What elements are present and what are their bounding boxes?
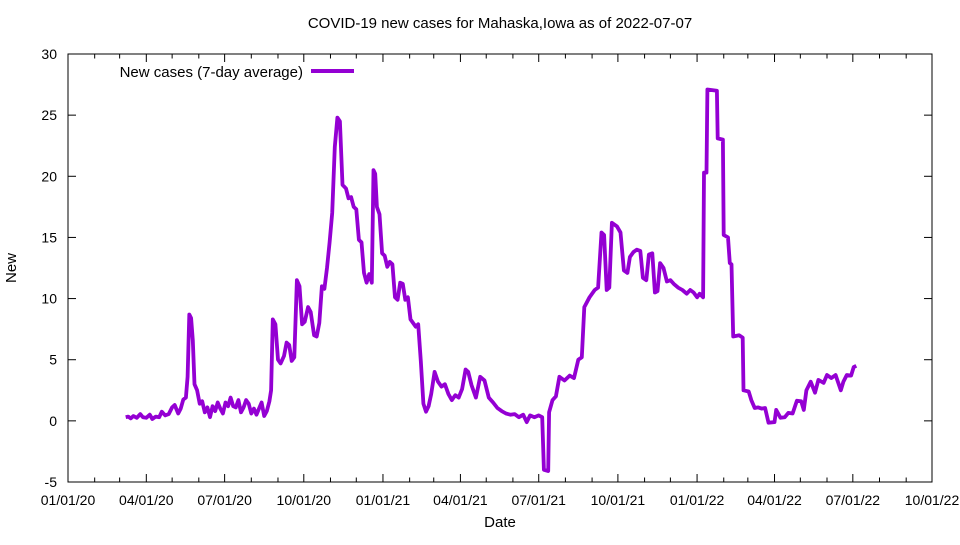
y-tick-label: 20 [41,168,57,184]
x-tick-label: 01/01/22 [670,492,725,508]
x-tick-label: 01/01/20 [41,492,96,508]
plot-area-border [67,53,933,483]
new-cases-series-line [125,87,858,473]
axis-tick-labels: 01/01/20 04/01/20 07/01/20 10/01/20 01/01/21… [41,46,960,508]
x-tick-label: 10/01/20 [277,492,332,508]
y-tick-label: -5 [45,474,58,490]
axis-ticks [67,53,933,483]
chart-title: COVID-19 new cases for Mahaska,Iowa as o… [308,15,692,32]
x-axis-label: Date [484,514,516,531]
x-tick-label: 01/01/21 [356,492,411,508]
x-tick-label: 04/01/20 [119,492,174,508]
x-tick-label: 07/01/22 [826,492,881,508]
y-tick-label: 25 [41,107,57,123]
x-tick-label: 07/01/20 [197,492,252,508]
x-tick-label: 04/01/22 [747,492,802,508]
x-tick-label: 07/01/21 [511,492,566,508]
legend-label: New cases (7-day average) [120,64,303,81]
y-tick-label: 0 [49,413,57,429]
y-tick-label: 5 [49,352,57,368]
y-tick-label: 30 [41,46,57,62]
y-tick-label: 15 [41,229,57,245]
y-axis-label: New [3,253,20,283]
y-tick-label: 10 [41,291,57,307]
x-tick-label: 10/01/21 [591,492,646,508]
x-tick-label: 04/01/21 [433,492,488,508]
x-tick-label: 10/01/22 [905,492,960,508]
legend: New cases (7-day average) [120,64,354,81]
